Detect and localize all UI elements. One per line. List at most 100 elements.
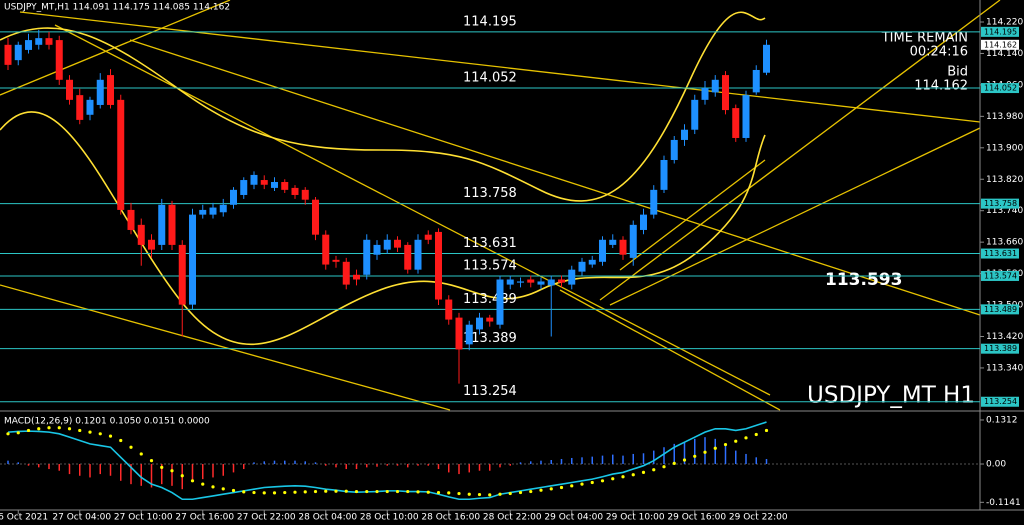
- signal-dot: [201, 482, 205, 486]
- y-tick-label: 113.820: [986, 175, 1023, 185]
- signal-dot: [108, 434, 113, 438]
- time-remain-label: TIME REMAIN: [881, 31, 968, 46]
- candle-body: [465, 324, 473, 345]
- candle-body: [742, 95, 750, 138]
- candle-body: [219, 204, 227, 213]
- candle-body: [230, 189, 237, 205]
- signal-dot: [406, 489, 410, 494]
- candle-body: [322, 234, 330, 265]
- candle-body: [711, 79, 719, 93]
- signal-dot: [641, 470, 646, 475]
- level-label: 114.195: [463, 14, 517, 29]
- signal-dot: [242, 490, 246, 494]
- signal-dot: [662, 465, 666, 469]
- level-label: 113.389: [463, 331, 517, 346]
- level-axis-label: 113.489: [984, 305, 1017, 314]
- signal-dot: [334, 489, 338, 493]
- y-tick-label: 113.660: [986, 238, 1023, 248]
- signal-dot: [672, 461, 676, 465]
- candle-body: [260, 180, 268, 185]
- candle-body: [486, 317, 494, 322]
- band-lower: [0, 111, 766, 346]
- candle-body: [189, 214, 196, 305]
- bid-label: Bid: [947, 65, 968, 80]
- signal-dot: [98, 432, 102, 436]
- y-tick-label: 0.1312: [986, 415, 1018, 425]
- signal-dot: [693, 454, 697, 458]
- signal-dot: [457, 491, 461, 496]
- signal-dot: [744, 436, 748, 440]
- signal-dot: [231, 488, 236, 493]
- time-remain: 00:24:16: [910, 45, 968, 60]
- candle-body: [301, 189, 309, 200]
- y-tick-label: 113.740: [986, 206, 1023, 216]
- bands: [0, 11, 766, 346]
- signal-dot: [395, 489, 400, 494]
- signal-dot: [375, 489, 379, 494]
- x-tick-label: 28 Oct 04:00: [298, 513, 357, 523]
- signal-dot: [549, 487, 553, 491]
- candle-body: [568, 269, 576, 285]
- signal-dot: [160, 465, 164, 469]
- signal-dot: [272, 491, 277, 495]
- signal-dot: [324, 489, 328, 493]
- candle-body: [476, 317, 483, 330]
- signal-dot: [529, 489, 533, 494]
- signal-dot: [26, 428, 31, 433]
- candle-body: [342, 261, 350, 285]
- level-axis-box: [981, 198, 1019, 209]
- level-label: 113.574: [463, 258, 517, 273]
- candle-body: [127, 209, 135, 230]
- y-tick-label: -0.1141: [986, 498, 1021, 508]
- candle-body: [240, 180, 248, 195]
- x-tick-label: 27 Oct 10:00: [114, 513, 173, 523]
- signal-dot: [252, 490, 256, 495]
- y-tick-label: 113.420: [986, 332, 1023, 342]
- signal-dot: [682, 458, 687, 462]
- candle-body: [496, 279, 504, 325]
- candle-body: [670, 139, 678, 160]
- signal-dot: [621, 475, 625, 479]
- signal-dot: [723, 442, 728, 447]
- level-axis-box: [981, 304, 1019, 315]
- signal-dot: [488, 493, 492, 497]
- signal-dot: [67, 427, 72, 431]
- signal-dot: [764, 428, 769, 433]
- level-axis-box: [981, 83, 1019, 94]
- candle-body: [353, 274, 360, 280]
- signal-dot: [754, 432, 758, 437]
- candle-body: [394, 239, 401, 248]
- signal-dot: [508, 491, 512, 496]
- bid-axis-box: [981, 39, 1019, 50]
- y-tick-label: 113.980: [986, 112, 1023, 122]
- signal-dot: [713, 446, 717, 450]
- candle-body: [414, 239, 422, 270]
- level-axis-label: 113.574: [984, 271, 1017, 280]
- candle-body: [435, 231, 442, 300]
- x-tick-label: 29 Oct 04:00: [544, 513, 603, 523]
- signal-dot: [88, 430, 92, 434]
- chart-header: USDJPY_MT,H1 114.091 114.175 114.085 114…: [4, 3, 230, 13]
- candle-body: [445, 299, 453, 320]
- signal-dot: [139, 452, 143, 456]
- candle-body: [527, 279, 535, 283]
- candle-body: [599, 239, 606, 262]
- level-label: 113.489: [463, 292, 517, 307]
- x-tick-label: 28 Oct 22:00: [483, 513, 542, 523]
- watermark: USDJPY_MT H1: [807, 383, 975, 409]
- signal-dot: [170, 469, 174, 473]
- level-label: 113.254: [463, 384, 517, 399]
- candle-body: [650, 189, 658, 215]
- candle-body: [4, 44, 12, 65]
- candle-body: [578, 261, 586, 272]
- level-axis-label: 114.195: [984, 27, 1017, 36]
- bid: 114.162: [914, 79, 968, 94]
- candle-body: [691, 99, 699, 130]
- y-tick-label: 114.140: [986, 49, 1023, 59]
- signal-dot: [426, 490, 430, 494]
- signal-dot: [47, 426, 51, 430]
- signal-dot: [344, 489, 348, 493]
- x-tick-label: 27 Oct 04:00: [52, 513, 111, 523]
- signal-dot: [580, 482, 584, 486]
